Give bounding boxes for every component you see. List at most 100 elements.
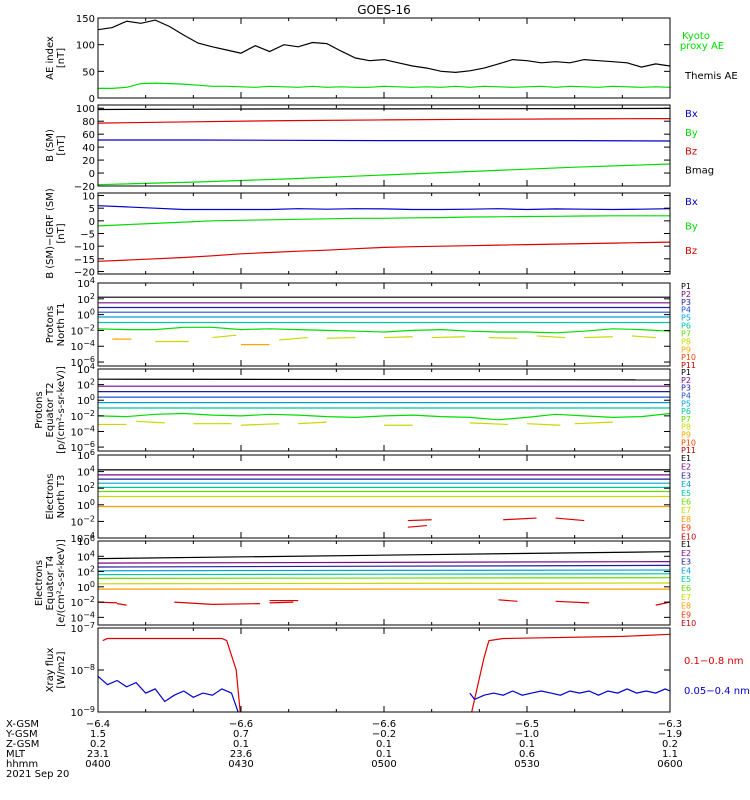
ephem-value-3-1: −1.0 — [515, 729, 539, 740]
protons2-segment-1-1 — [136, 420, 165, 424]
protons2-trace-0 — [98, 412, 670, 421]
bsm-legend-by: By — [685, 128, 698, 139]
protons2-ylabel-1: Equator T2 — [45, 383, 56, 438]
electrons1-segment-0-3 — [555, 517, 585, 522]
electrons1-legend-e8: E8 — [681, 515, 691, 524]
ephem-value-4-0: −6.3 — [658, 719, 682, 730]
protons2-legend-p9: P9 — [681, 431, 691, 440]
protons1-legend-p2: P2 — [681, 290, 691, 299]
protons1-ytick-label: 104 — [77, 276, 95, 290]
electrons1-ytick-label: 100 — [77, 498, 95, 512]
electrons2-legend-e2: E2 — [681, 549, 691, 558]
figure-title: GOES-16 — [357, 3, 411, 17]
protons2-legend-p11: P11 — [681, 446, 696, 455]
protons1-legend-p6: P6 — [681, 322, 691, 331]
electrons2-legend-e3: E3 — [681, 558, 691, 567]
protons1-legend-p9: P9 — [681, 345, 691, 354]
protons1-segment-1-6 — [488, 336, 518, 339]
xray-ytick-label: 10−9 — [70, 705, 95, 719]
electrons2-ytick-label: 10−2 — [70, 595, 95, 609]
ephem-label-x-gsm: X-GSM — [6, 719, 39, 730]
protons2-legend-p1: P1 — [681, 368, 691, 377]
electrons1-ytick-label: 102 — [77, 481, 95, 495]
xray-ylabel-1: [W/m2] — [56, 651, 67, 688]
protons2-legend-p6: P6 — [681, 407, 691, 416]
protons1-segment-1-8 — [584, 336, 613, 339]
electrons2-legend-e9: E9 — [681, 610, 691, 619]
protons1-segment-1-3 — [326, 336, 356, 339]
protons1-legend-p8: P8 — [681, 337, 691, 346]
protons2-legend-p7: P7 — [681, 415, 691, 424]
bsm-ytick-label: −20 — [74, 182, 95, 193]
protons1-segment-1-1 — [212, 334, 237, 339]
protons1-legend-p5: P5 — [681, 314, 691, 323]
electrons2-legend-e1: E1 — [681, 540, 691, 549]
bsm-ytick-label: 20 — [82, 156, 95, 167]
electrons1-segment-0-1 — [407, 524, 427, 528]
protons1-legend-p10: P10 — [681, 353, 696, 362]
ae-ytick-label: 150 — [76, 14, 95, 25]
bigrf-ylabel-0: B (SM)−IGRF (SM) — [45, 188, 56, 279]
protons1-segment-1-4 — [383, 336, 413, 339]
ephem-value-1-3: 23.6 — [230, 749, 252, 760]
electrons1-segment-0-2 — [503, 517, 537, 521]
bsm-legend-bx: Bx — [685, 109, 698, 120]
bsm-series-1 — [98, 118, 670, 124]
bigrf-ytick-label: −5 — [80, 230, 95, 241]
ephem-value-2-0: −6.6 — [372, 719, 396, 730]
protons1-ytick-label: 10−2 — [70, 323, 95, 337]
electrons1-ylabel-0: Electrons — [45, 473, 56, 519]
electrons1-legend-e10: E10 — [681, 532, 696, 541]
ephem-label-mlt: MLT — [6, 749, 26, 760]
xray-frame — [97, 627, 671, 713]
electrons2-ytick-label: 102 — [77, 565, 95, 579]
protons1-ytick-label: 10−4 — [70, 339, 95, 353]
bigrf-ytick-label: 5 — [89, 204, 95, 215]
protons1-ytick-label: 100 — [77, 308, 95, 322]
xray-ytick-label: 10−8 — [70, 663, 95, 677]
xray-series-0-b — [471, 633, 670, 712]
bigrf-ytick-label: −10 — [74, 242, 95, 253]
ae-legend-kyoto: Kyoto — [682, 31, 710, 42]
protons1-plot-area — [98, 296, 670, 346]
protons2-legend-p5: P5 — [681, 399, 691, 408]
ephem-value-1-0: −6.6 — [229, 719, 253, 730]
bsm-legend-bz: Bz — [685, 147, 697, 158]
protons2-legend-p2: P2 — [681, 376, 691, 385]
ephem-value-4-1: −1.9 — [658, 729, 682, 740]
electrons1-legend-e2: E2 — [681, 463, 691, 472]
electrons2-ylabel-0: Electrons — [34, 560, 45, 606]
xray-legend-long: 0.1−0.8 nm — [684, 656, 743, 667]
ae-plot-area — [98, 19, 670, 89]
electrons1-ylabel-1: North T3 — [56, 475, 67, 519]
protons1-legend-p4: P4 — [681, 306, 691, 315]
ephem-label-hhmm: hhmm — [6, 759, 38, 770]
electrons1-plot-area — [98, 469, 670, 528]
ephem-value-2-4: 0500 — [371, 759, 396, 770]
ephem-value-0-4: 0400 — [85, 759, 110, 770]
bigrf-ylabel-1: [nT] — [56, 223, 67, 243]
ephem-value-0-3: 23.1 — [87, 749, 109, 760]
electrons1-legend-e7: E7 — [681, 506, 691, 515]
protons2-ytick-label: 104 — [77, 362, 95, 376]
protons1-segment-1-7 — [536, 335, 566, 339]
ae-ytick-label: 0 — [89, 94, 95, 105]
electrons2-series-5 — [98, 577, 670, 579]
protons2-plot-area — [98, 378, 670, 426]
panel-xray: 10−7 10−8 10−9 Xray flux [W/m2] 0.1−0.8 nm 0.0… — [45, 621, 750, 719]
ephem-value-4-4: 0600 — [657, 759, 682, 770]
electrons2-legend-e10: E10 — [681, 619, 696, 628]
xray-series-1 — [98, 675, 239, 712]
ephem-value-3-0: −6.5 — [515, 719, 539, 730]
ae-series-1 — [98, 82, 670, 89]
ae-series-0 — [98, 19, 670, 74]
xray-series-1-b — [469, 688, 670, 701]
electrons1-legend-e9: E9 — [681, 524, 691, 533]
ae-ylabel-1: [nT] — [56, 48, 67, 68]
bigrf-series-2 — [98, 241, 670, 262]
